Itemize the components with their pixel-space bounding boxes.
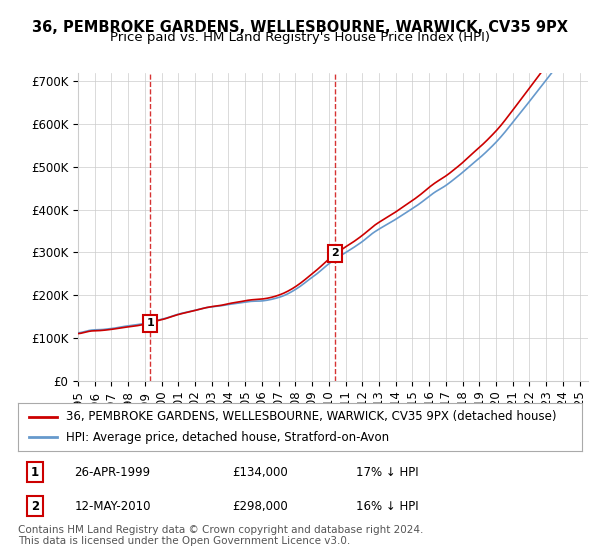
Text: 2: 2 xyxy=(31,500,39,512)
Text: £134,000: £134,000 xyxy=(232,466,288,479)
Text: HPI: Average price, detached house, Stratford-on-Avon: HPI: Average price, detached house, Stra… xyxy=(66,431,389,444)
Text: 36, PEMBROKE GARDENS, WELLESBOURNE, WARWICK, CV35 9PX (detached house): 36, PEMBROKE GARDENS, WELLESBOURNE, WARW… xyxy=(66,410,556,423)
Text: Price paid vs. HM Land Registry's House Price Index (HPI): Price paid vs. HM Land Registry's House … xyxy=(110,31,490,44)
Text: £298,000: £298,000 xyxy=(232,500,288,512)
Text: 2: 2 xyxy=(331,248,339,258)
Text: 1: 1 xyxy=(146,319,154,329)
Text: 26-APR-1999: 26-APR-1999 xyxy=(74,466,151,479)
Text: This data is licensed under the Open Government Licence v3.0.: This data is licensed under the Open Gov… xyxy=(18,536,350,547)
Text: 17% ↓ HPI: 17% ↓ HPI xyxy=(356,466,419,479)
Text: 36, PEMBROKE GARDENS, WELLESBOURNE, WARWICK, CV35 9PX: 36, PEMBROKE GARDENS, WELLESBOURNE, WARW… xyxy=(32,20,568,35)
Text: 16% ↓ HPI: 16% ↓ HPI xyxy=(356,500,419,512)
Text: Contains HM Land Registry data © Crown copyright and database right 2024.: Contains HM Land Registry data © Crown c… xyxy=(18,525,424,535)
Text: 12-MAY-2010: 12-MAY-2010 xyxy=(74,500,151,512)
Text: 1: 1 xyxy=(31,466,39,479)
